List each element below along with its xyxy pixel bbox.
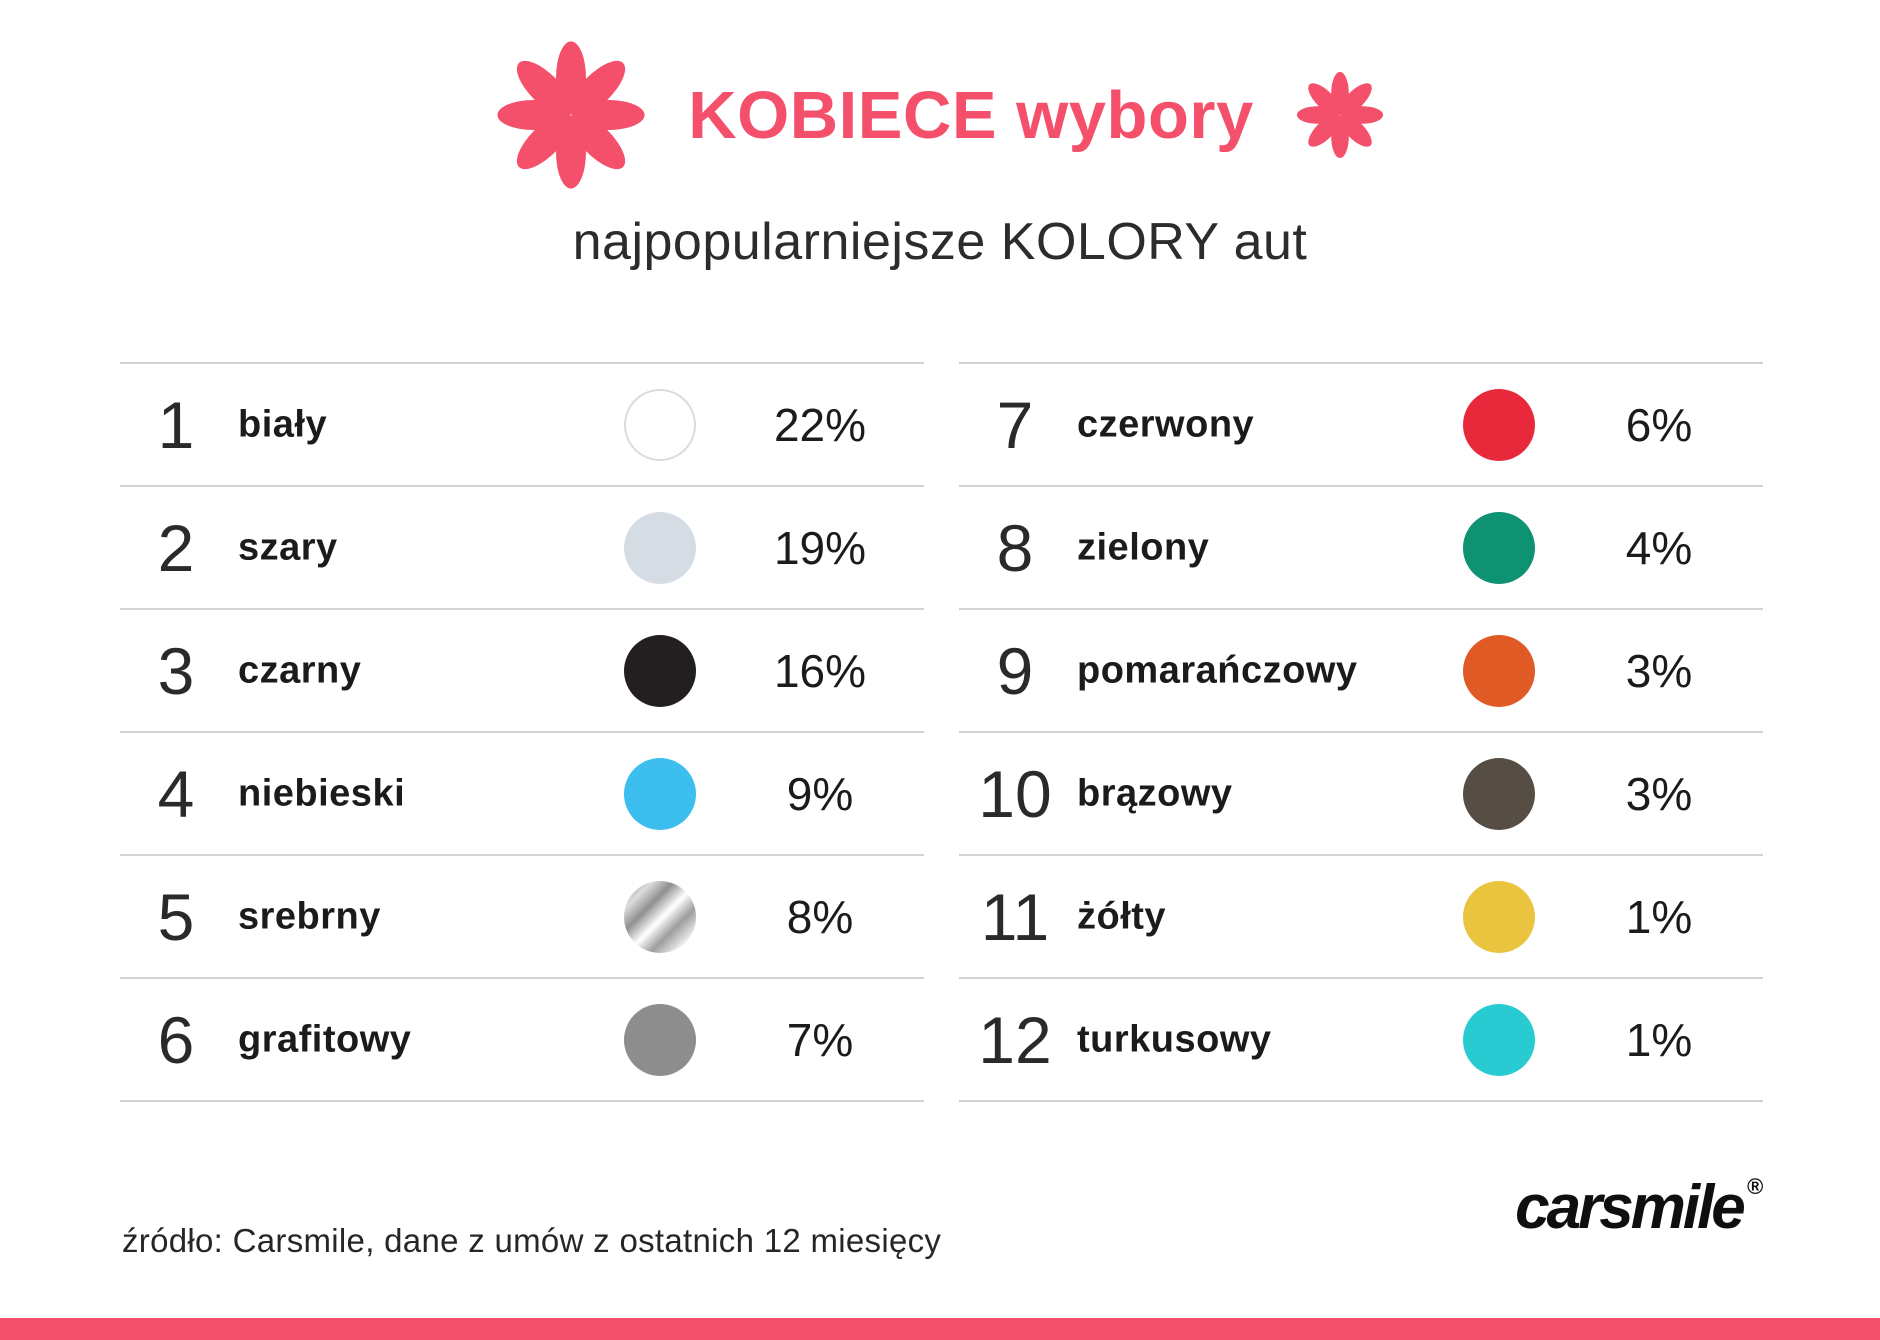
color-swatch-icon <box>1463 1003 1535 1076</box>
color-name: grafitowy <box>238 1018 412 1060</box>
percent-value: 19% <box>773 521 867 574</box>
color-swatch-icon <box>624 634 696 707</box>
rank-number: 7 <box>996 387 1034 462</box>
color-name: żółty <box>1077 895 1167 937</box>
rank-number: 2 <box>157 510 195 585</box>
table-row: 9 pomarańczowy 3% <box>959 608 1763 731</box>
color-name: biały <box>238 403 328 445</box>
color-swatch-icon <box>1463 880 1535 953</box>
table-row: 11 żółty 1% <box>959 854 1763 977</box>
percent-value: 7% <box>786 1013 854 1066</box>
rank-number: 12 <box>978 1002 1052 1077</box>
table-row: 4 niebieski 9% <box>120 731 924 854</box>
rank-column-left: 1 biały 22% 2 szary 19% 3 czarny 16% 4 n… <box>120 362 924 1102</box>
rank-number: 11 <box>980 879 1050 954</box>
percent-value: 22% <box>773 398 867 451</box>
source-text: źródło: Carsmile, dane z umów z ostatnic… <box>122 1222 942 1259</box>
color-name: zielony <box>1077 526 1210 568</box>
color-name: srebrny <box>238 895 381 937</box>
color-swatch-icon <box>624 388 696 461</box>
table-row: 3 czarny 16% <box>120 608 924 731</box>
color-swatch-icon <box>1463 634 1535 707</box>
color-swatch-icon <box>1463 757 1535 830</box>
color-swatch-icon <box>624 511 696 584</box>
registered-mark-icon: ® <box>1746 1174 1763 1199</box>
rank-number: 8 <box>996 510 1034 585</box>
table-row: 12 turkusowy 1% <box>959 977 1763 1100</box>
color-name: pomarańczowy <box>1077 649 1358 691</box>
percent-value: 3% <box>1625 644 1693 697</box>
percent-value: 4% <box>1625 521 1693 574</box>
flower-icon-large <box>497 41 645 189</box>
color-swatch-icon <box>624 757 696 830</box>
table-row: 5 srebrny 8% <box>120 854 924 977</box>
rank-number: 5 <box>157 879 195 954</box>
table-row: 10 brązowy 3% <box>959 731 1763 854</box>
page-title: KOBIECE wybory <box>688 77 1254 153</box>
percent-value: 8% <box>786 890 854 943</box>
color-name: szary <box>238 526 338 568</box>
page-subtitle: najpopularniejsze KOLORY aut <box>572 213 1308 271</box>
rank-number: 3 <box>157 633 195 708</box>
color-name: brązowy <box>1077 772 1233 814</box>
color-swatch-icon <box>1463 511 1535 584</box>
color-name: turkusowy <box>1077 1018 1272 1060</box>
percent-value: 1% <box>1625 890 1693 943</box>
percent-value: 3% <box>1625 767 1693 820</box>
header: KOBIECE wybory <box>0 40 1880 190</box>
rank-number: 9 <box>996 633 1034 708</box>
table-row: 1 biały 22% <box>120 362 924 485</box>
flower-icon-small <box>1296 71 1383 159</box>
carsmile-logo: carsmile ® <box>1515 1172 1763 1243</box>
color-name: niebieski <box>238 772 406 814</box>
color-name: czarny <box>238 649 362 691</box>
table-row: 7 czerwony 6% <box>959 362 1763 485</box>
color-name: czerwony <box>1077 403 1255 445</box>
percent-value: 16% <box>773 644 867 697</box>
logo-wordmark: carsmile <box>1515 1173 1746 1242</box>
table-row: 6 grafitowy 7% <box>120 977 924 1100</box>
table-row: 8 zielony 4% <box>959 485 1763 608</box>
table-row: 2 szary 19% <box>120 485 924 608</box>
percent-value: 1% <box>1625 1013 1693 1066</box>
rank-number: 1 <box>157 387 195 462</box>
rank-column-right: 7 czerwony 6% 8 zielony 4% 9 pomarańczow… <box>959 362 1763 1102</box>
color-swatch-icon <box>624 1003 696 1076</box>
color-swatch-icon <box>1463 388 1535 461</box>
color-swatch-icon <box>624 880 696 953</box>
rank-number: 6 <box>157 1002 195 1077</box>
rank-number: 4 <box>157 756 195 831</box>
percent-value: 6% <box>1625 398 1693 451</box>
bottom-accent-bar <box>0 1318 1880 1340</box>
rank-number: 10 <box>978 756 1052 831</box>
percent-value: 9% <box>786 767 854 820</box>
